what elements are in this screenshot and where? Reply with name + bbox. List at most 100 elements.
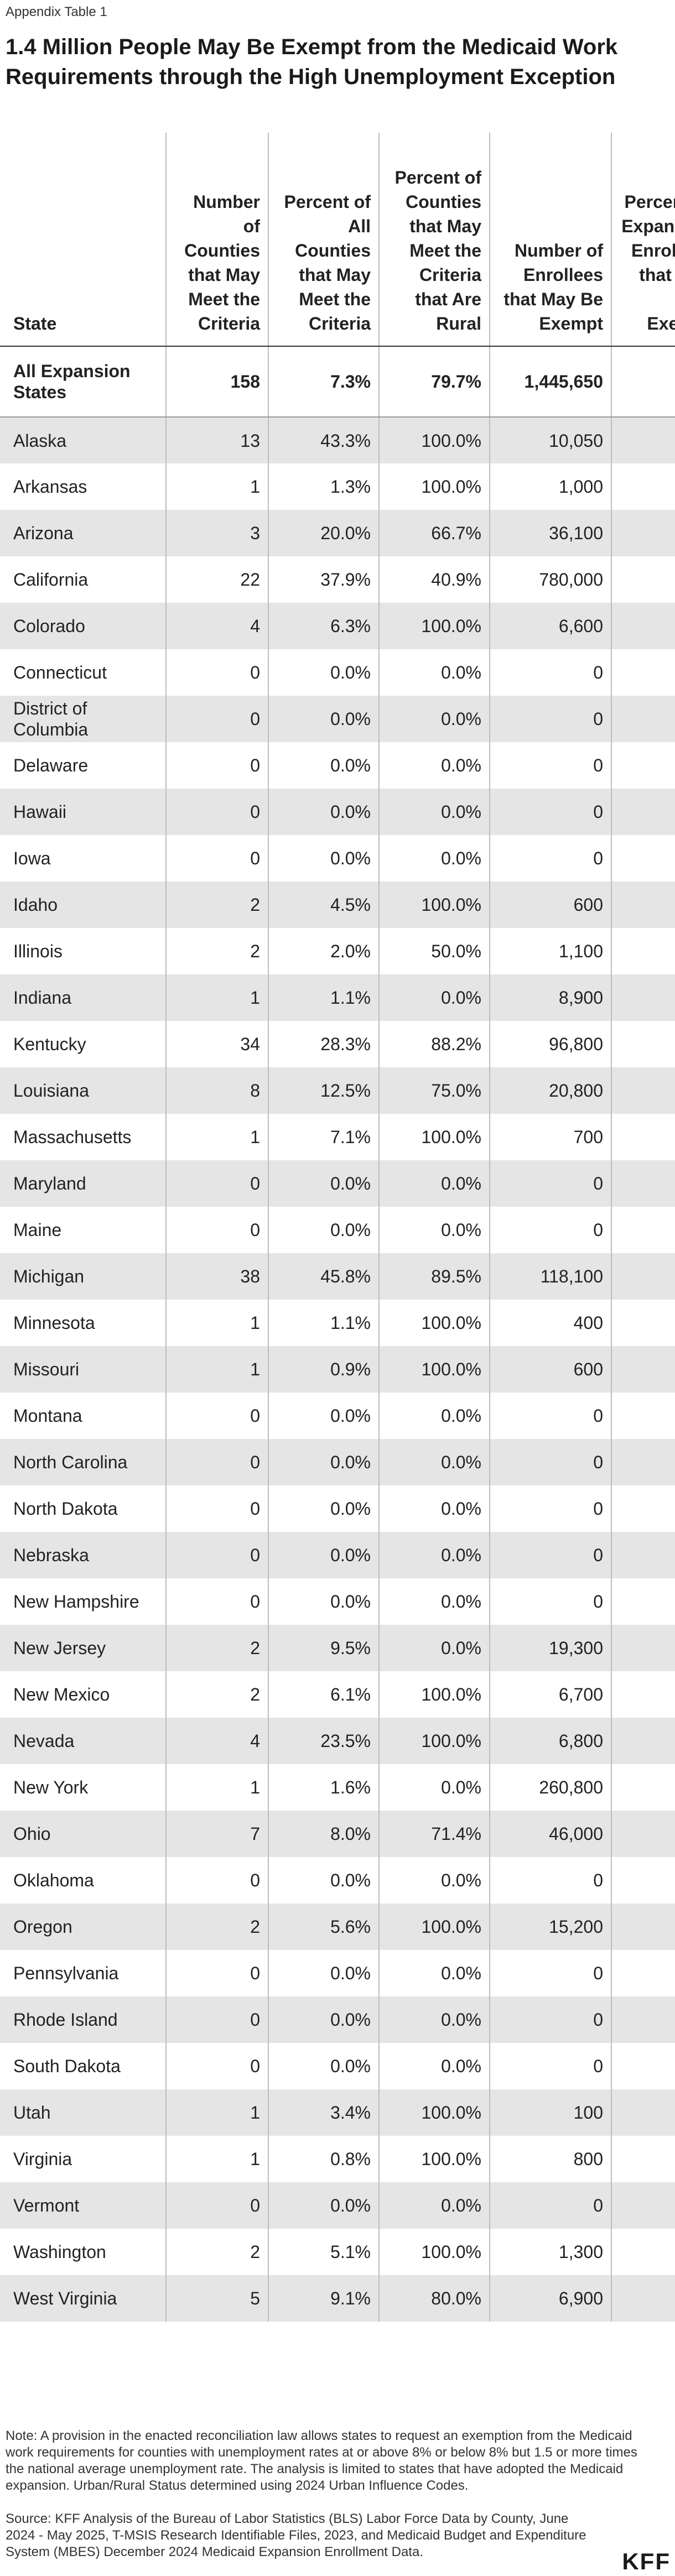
cell-state: New Mexico <box>0 1671 167 1718</box>
column-header-enrollees-exempt: Number of Enrollees that May Be Exempt <box>490 133 612 347</box>
cell-enrollees-exempt: 0 <box>490 1439 612 1485</box>
cell-state: West Virginia <box>0 2275 167 2322</box>
cell-state: North Dakota <box>0 1485 167 1532</box>
cell-rural-percent: 0.0% <box>379 649 490 696</box>
cell-county-count: 1 <box>166 1346 269 1393</box>
cell-county-percent: 6.3% <box>268 603 380 649</box>
cell-enrollees-exempt: 100 <box>490 2089 612 2136</box>
table-row: North Carolina 0 0.0% 0.0% 0 <box>0 1439 675 1485</box>
table-row: Minnesota 1 1.1% 100.0% 400 <box>0 1300 675 1346</box>
cell-rural-percent: 0.0% <box>379 789 490 835</box>
cell-county-percent: 0.0% <box>268 835 380 882</box>
cell-rural-percent: 0.0% <box>379 1950 490 1996</box>
table-row: Delaware 0 0.0% 0.0% 0 <box>0 742 675 789</box>
cell-county-percent: 45.8% <box>268 1253 380 1300</box>
table-row: Iowa 0 0.0% 0.0% 0 <box>0 835 675 882</box>
cell-enrollee-percent <box>611 1811 675 1857</box>
cell-county-percent: 0.0% <box>268 1485 380 1532</box>
table-row: Oregon 2 5.6% 100.0% 15,200 <box>0 1904 675 1950</box>
cell-county-count: 2 <box>166 882 269 928</box>
cell-rural-percent: 0.0% <box>379 2043 490 2089</box>
cell-state: New York <box>0 1764 167 1811</box>
cell-enrollees-exempt: 0 <box>490 1532 612 1578</box>
cell-enrollees-exempt: 6,800 <box>490 1718 612 1764</box>
table-row: Massachusetts 1 7.1% 100.0% 700 <box>0 1114 675 1160</box>
cell-enrollees-exempt: 0 <box>490 1857 612 1904</box>
cell-state: Idaho <box>0 882 167 928</box>
cell-county-count: 34 <box>166 1021 269 1067</box>
cell-enrollees-exempt: 400 <box>490 1300 612 1346</box>
cell-rural-percent: 89.5% <box>379 1253 490 1300</box>
cell-state: Iowa <box>0 835 167 882</box>
cell-enrollees-exempt: 0 <box>490 1485 612 1532</box>
cell-county-count: 1 <box>166 1114 269 1160</box>
cell-rural-percent: 0.0% <box>379 696 490 742</box>
cell-enrollees-exempt: 1,100 <box>490 928 612 974</box>
cell-enrollees-exempt: 96,800 <box>490 1021 612 1067</box>
cell-rural-percent: 100.0% <box>379 1718 490 1764</box>
cell-state: Rhode Island <box>0 1996 167 2043</box>
cell-county-count: 2 <box>166 1625 269 1671</box>
cell-county-percent: 0.8% <box>268 2136 380 2182</box>
cell-state: Indiana <box>0 974 167 1021</box>
cell-rural-percent: 100.0% <box>379 1114 490 1160</box>
cell-enrollee-percent <box>611 1393 675 1439</box>
table-row: Connecticut 0 0.0% 0.0% 0 <box>0 649 675 696</box>
cell-county-count: 8 <box>166 1067 269 1114</box>
cell-enrollee-percent <box>611 510 675 556</box>
cell-county-percent: 0.0% <box>268 1996 380 2043</box>
cell-enrollee-percent <box>611 742 675 789</box>
cell-enrollee-percent <box>611 1300 675 1346</box>
cell-state: Missouri <box>0 1346 167 1393</box>
table-total-row: All Expansion States 158 7.3% 79.7% 1,445,65… <box>0 346 675 418</box>
cell-county-percent: 0.0% <box>268 2043 380 2089</box>
cell-enrollee-percent <box>611 1671 675 1718</box>
cell-enrollees-exempt: 6,700 <box>490 1671 612 1718</box>
cell-state: Massachusetts <box>0 1114 167 1160</box>
table-row: Illinois 2 2.0% 50.0% 1,100 <box>0 928 675 974</box>
cell-state: Michigan <box>0 1253 167 1300</box>
cell-enrollee-percent <box>611 1346 675 1393</box>
data-table-container[interactable]: State Number of Counties that May Meet t… <box>0 133 675 2322</box>
cell-county-count: 5 <box>166 2275 269 2322</box>
cell-state: Virginia <box>0 2136 167 2182</box>
cell-state: Washington <box>0 2229 167 2275</box>
cell-enrollee-percent <box>611 1950 675 1996</box>
cell-county-percent: 1.3% <box>268 463 380 510</box>
cell-enrollee-percent <box>611 974 675 1021</box>
cell-rural-percent: 0.0% <box>379 974 490 1021</box>
cell-county-percent: 28.3% <box>268 1021 380 1067</box>
cell-enrollee-percent <box>611 1625 675 1671</box>
cell-enrollee-percent: 1 <box>611 556 675 603</box>
cell-state: New Hampshire <box>0 1578 167 1625</box>
cell-enrollee-percent <box>611 2089 675 2136</box>
cell-enrollee-percent <box>611 1485 675 1532</box>
cell-rural-percent: 0.0% <box>379 1532 490 1578</box>
table-row: Washington 2 5.1% 100.0% 1,300 <box>0 2229 675 2275</box>
cell-rural-percent: 0.0% <box>379 1857 490 1904</box>
table-row: Arkansas 1 1.3% 100.0% 1,000 <box>0 463 675 510</box>
cell-state: Illinois <box>0 928 167 974</box>
cell-county-count: 0 <box>166 1439 269 1485</box>
cell-county-percent: 20.0% <box>268 510 380 556</box>
cell-rural-percent: 100.0% <box>379 603 490 649</box>
cell-rural-percent: 0.0% <box>379 1439 490 1485</box>
cell-enrollee-percent <box>611 835 675 882</box>
cell-enrollee-percent <box>611 2136 675 2182</box>
cell-enrollees-exempt: 0 <box>490 742 612 789</box>
cell-county-count: 0 <box>166 2182 269 2229</box>
cell-enrollees-exempt: 20,800 <box>490 1067 612 1114</box>
cell-county-percent: 0.9% <box>268 1346 380 1393</box>
cell-county-percent: 0.0% <box>268 2182 380 2229</box>
table-row: Hawaii 0 0.0% 0.0% 0 <box>0 789 675 835</box>
cell-state: Minnesota <box>0 1300 167 1346</box>
cell-enrollees-exempt: 0 <box>490 2182 612 2229</box>
cell-state: Connecticut <box>0 649 167 696</box>
cell-rural-percent: 0.0% <box>379 1625 490 1671</box>
data-table: State Number of Counties that May Meet t… <box>0 133 675 2322</box>
cell-enrollee-percent <box>611 1207 675 1253</box>
cell-enrollees-exempt: 0 <box>490 1207 612 1253</box>
cell-county-count: 1 <box>166 463 269 510</box>
cell-rural-percent: 100.0% <box>379 2089 490 2136</box>
